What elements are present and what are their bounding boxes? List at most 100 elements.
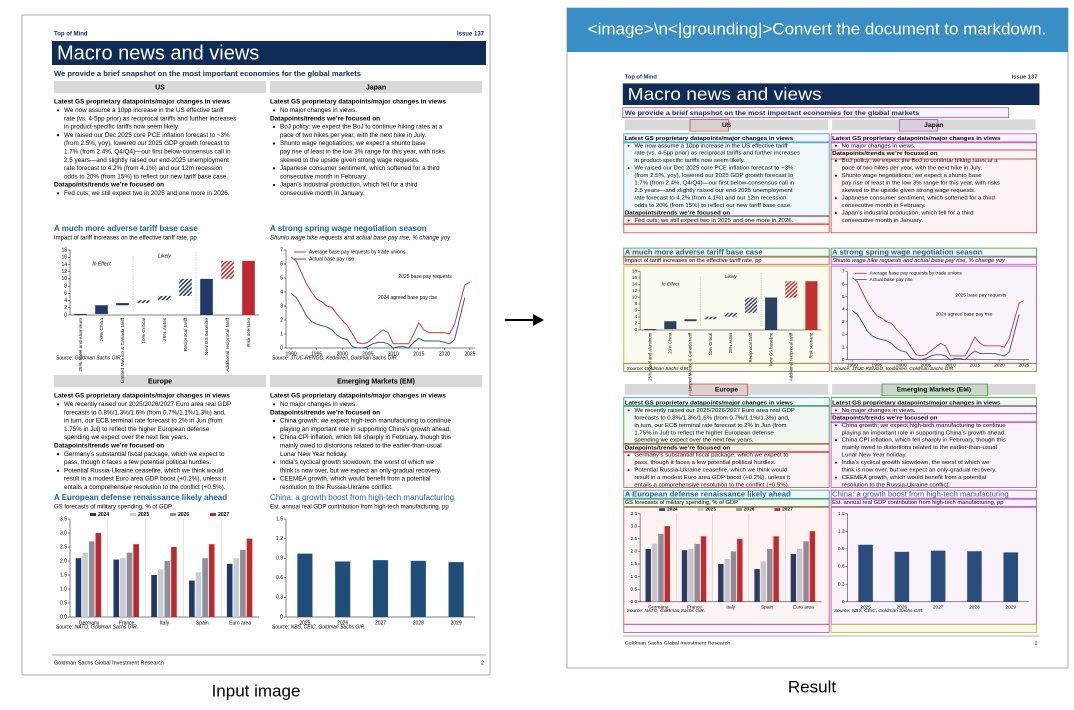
arrow-head bbox=[533, 314, 544, 326]
bullet-line: We now assume a 10pp increase in the US … bbox=[634, 143, 788, 149]
waterfall-bar bbox=[242, 260, 255, 315]
grounding-box bbox=[689, 383, 749, 397]
bullet bbox=[627, 469, 630, 472]
y-tick-label: 18 bbox=[61, 247, 67, 253]
grounding-box bbox=[830, 405, 1037, 415]
y-tick-label: 3 bbox=[842, 319, 845, 324]
y-tick-label: 0 bbox=[635, 327, 638, 332]
bar bbox=[189, 580, 195, 617]
x-tick-label: 2000 bbox=[337, 351, 348, 357]
bullet-line: China growth; we expect high-tech manufa… bbox=[842, 423, 1006, 429]
x-tick-label: 2027 bbox=[375, 620, 386, 626]
x-tick-label: 1990 bbox=[847, 362, 858, 367]
bar bbox=[790, 553, 797, 602]
x-tick-label: 2005 bbox=[921, 362, 932, 367]
grounding-box bbox=[830, 158, 1037, 234]
y-tick-label: 2 bbox=[842, 332, 845, 337]
x-tick-label: 2000 bbox=[896, 362, 907, 367]
issue: Issue 137 bbox=[457, 32, 485, 38]
x-tick-label: 2026 bbox=[897, 605, 908, 610]
y-tick-label: 0.3 bbox=[838, 581, 845, 586]
chart-title: A European defense renaissance likely ah… bbox=[54, 493, 227, 502]
bullet bbox=[627, 167, 630, 170]
bullet-line: Fed cuts; we still expect two in 2025 an… bbox=[64, 190, 230, 197]
category-label: Limited Mexico & Canada tariff bbox=[120, 317, 126, 383]
section-header bbox=[832, 384, 1036, 395]
bullet bbox=[272, 436, 276, 439]
section-name: Emerging Markets (EM) bbox=[337, 378, 415, 385]
y-tick-label: 1.5 bbox=[60, 572, 67, 578]
grounding-box bbox=[881, 383, 989, 397]
y-tick-label: 4 bbox=[280, 289, 283, 295]
legend-swatch bbox=[130, 513, 136, 516]
bullet-line: Potential Russia-Ukraine ceasefire, whic… bbox=[634, 468, 787, 474]
bar bbox=[246, 538, 253, 617]
x-tick-label: 2025 bbox=[464, 351, 475, 357]
issue: Issue 137 bbox=[1012, 75, 1038, 81]
bullet bbox=[627, 144, 630, 147]
annotation: In Effect bbox=[662, 281, 680, 286]
grounding-box bbox=[623, 623, 830, 633]
legend-label: Average base pay requests by trade union… bbox=[870, 271, 963, 276]
x-tick-label: 2026 bbox=[337, 620, 348, 626]
chart-title: A strong spring wage negotiation season bbox=[270, 224, 427, 233]
grounding-box bbox=[830, 506, 1037, 625]
chart-subtitle: Shunto wage hike requests and actual bas… bbox=[832, 258, 1006, 264]
bullet-line: pay rise of least in the low 3% range fo… bbox=[842, 181, 1000, 187]
y-tick-label: 10 bbox=[632, 295, 638, 300]
legend-label: 2027 bbox=[218, 512, 229, 518]
x-tick-label: 2025 bbox=[299, 620, 310, 626]
bullet-line: We raised our Dec 2025 core PCE inflatio… bbox=[634, 166, 793, 172]
banner bbox=[622, 83, 1040, 105]
x-tick-label: 2015 bbox=[413, 351, 424, 357]
y-tick-label: 1.2 bbox=[838, 529, 845, 534]
bar bbox=[226, 563, 233, 617]
block-heading: Datapoints/trends we’re focused on bbox=[625, 445, 731, 451]
grounding-box bbox=[830, 265, 1037, 364]
grounding-box bbox=[830, 255, 1037, 265]
bar bbox=[95, 533, 102, 617]
bullet-line: We recently raised our 2025/2026/2027 Eu… bbox=[634, 408, 795, 414]
block-heading: Latest GS proprietary datapoints/major c… bbox=[832, 136, 1001, 142]
bullet-line: Germany’s substantial fiscal package, wh… bbox=[64, 451, 225, 458]
bullet bbox=[272, 477, 276, 481]
bullet-line: playing an important role in supporting … bbox=[280, 426, 451, 433]
bullet-line: Japanese consumer sentiment, which softe… bbox=[280, 165, 440, 172]
grounding-box bbox=[623, 215, 830, 226]
bullet bbox=[272, 419, 276, 422]
y-tick-label: 14 bbox=[61, 262, 67, 268]
x-tick-label: 2028 bbox=[969, 605, 980, 610]
bar bbox=[410, 560, 426, 617]
y-tick-label: 10 bbox=[61, 276, 67, 282]
bullet bbox=[272, 142, 276, 145]
grounding-box bbox=[830, 489, 1037, 500]
result-document: Top of Mind Issue 137 Macro news and views… bbox=[622, 75, 1040, 646]
grounding-box bbox=[623, 397, 830, 407]
bullet-line: 1.75% in Jul) to reflect the higher Euro… bbox=[64, 426, 210, 433]
y-tick-label: 12 bbox=[632, 288, 638, 293]
section-header bbox=[270, 81, 482, 93]
bullet bbox=[834, 197, 837, 200]
bullet-line: CEEMEA growth, which would benefit from … bbox=[842, 475, 986, 481]
waterfall-bar bbox=[684, 319, 697, 322]
y-tick-label: 16 bbox=[632, 275, 638, 280]
grounding-box bbox=[623, 405, 830, 445]
waterfall-bar bbox=[664, 321, 677, 330]
legend-label: 2024 bbox=[667, 507, 678, 512]
bullet bbox=[56, 109, 60, 112]
bullet-line: spending we expect over the next few yea… bbox=[64, 434, 189, 441]
bullet-line: 1.7% (from 2.4%, Q4/Q4)—our first below-… bbox=[64, 148, 231, 155]
bullet-line: result in a modest Euro area GDP boost (… bbox=[64, 476, 226, 483]
bullet-line: Japanese consumer sentiment, which softe… bbox=[842, 196, 995, 202]
bar bbox=[724, 558, 730, 602]
grounding-box bbox=[830, 362, 1037, 372]
bullet-line: BoJ policy; we expect the BoJ to continu… bbox=[842, 158, 999, 164]
chart-subtitle: Est. annual real GDP contribution from h… bbox=[832, 500, 1003, 506]
x-tick-label: 1995 bbox=[872, 362, 883, 367]
y-tick-label: 0.6 bbox=[838, 564, 845, 569]
bar bbox=[164, 561, 171, 617]
top-left: Top of Mind bbox=[54, 32, 88, 38]
doc-subtitle: We provide a brief snapshot on the most … bbox=[54, 69, 361, 78]
x-tick-label: Spain bbox=[196, 620, 209, 626]
y-tick-label: 2 bbox=[635, 321, 638, 326]
